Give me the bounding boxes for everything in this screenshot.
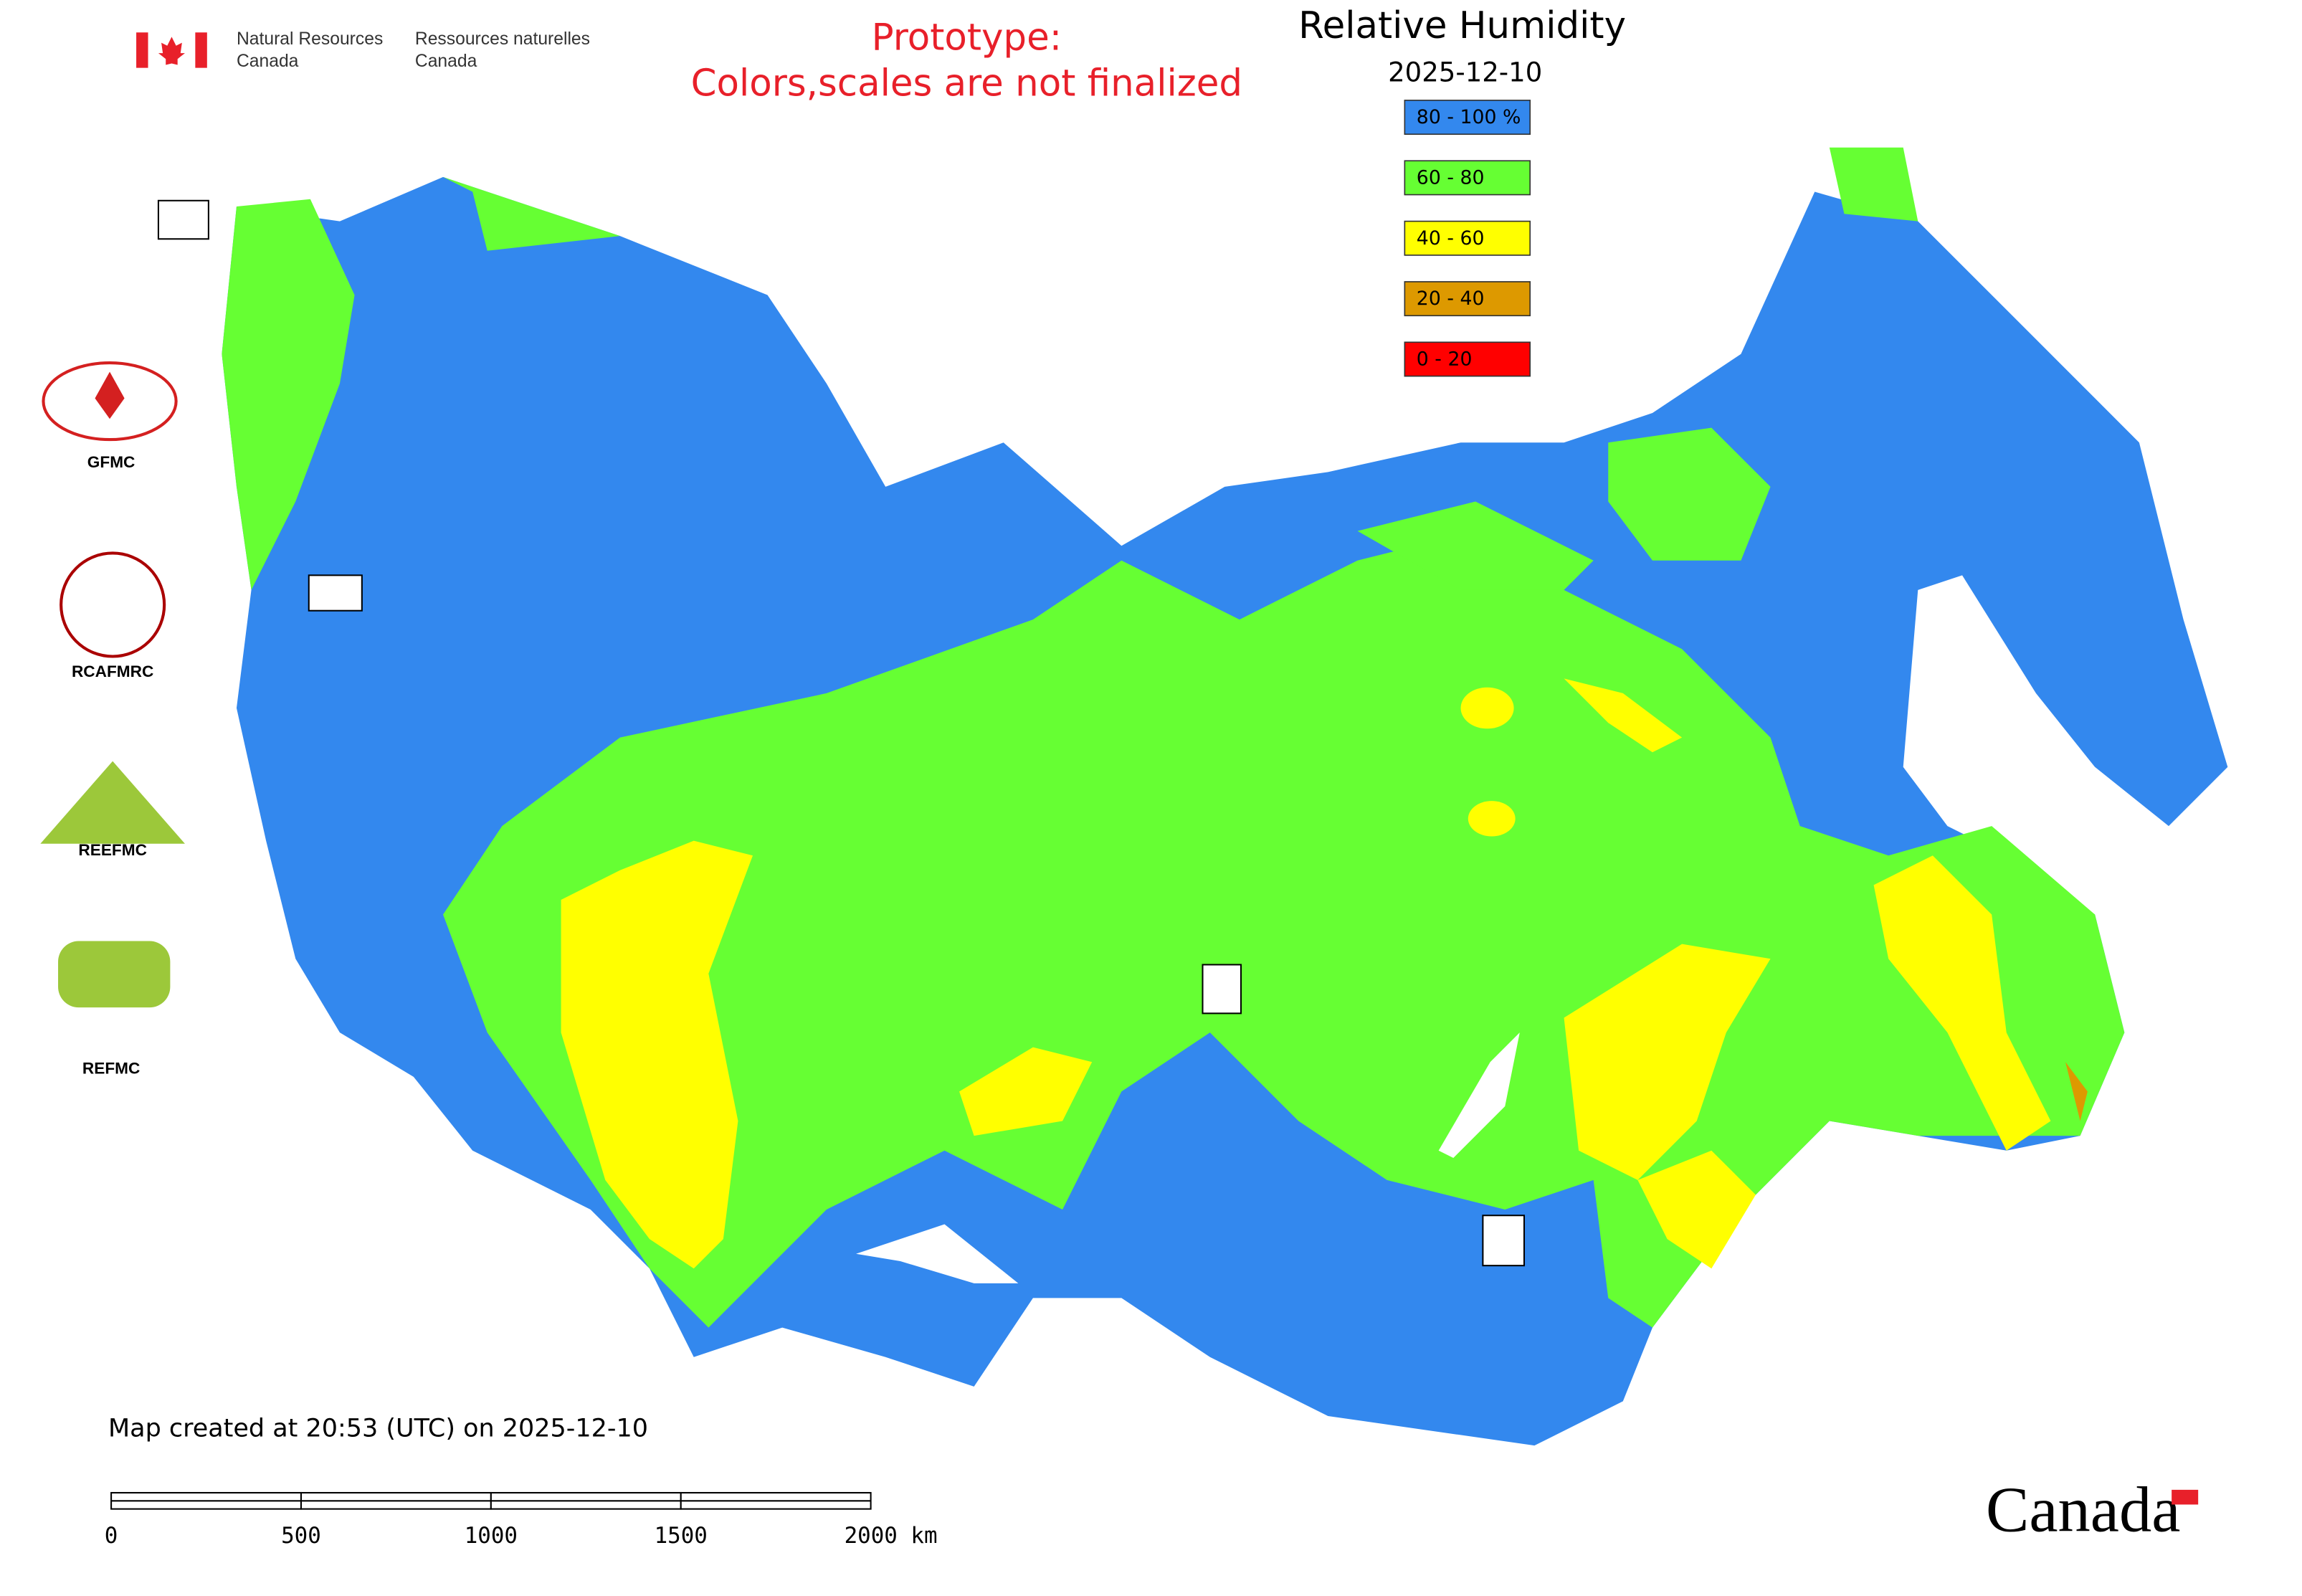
map [222,147,2228,1446]
logo-label: REFMC [82,1060,140,1078]
legend-swatch [1404,220,1531,256]
legend-swatch [1404,281,1531,317]
logo-label: REEFMC [78,841,147,859]
legend-label: 60 - 80 [1417,166,1485,189]
legend-label: 40 - 60 [1417,227,1485,250]
agency-fr: Canada [415,52,477,71]
map-title: Relative Humidity [1298,4,1626,47]
site-markers [157,199,1526,1267]
scale-label: 0 [105,1523,118,1549]
logos: GFMC RCAFMRC REEFMC REFMC [40,361,185,1078]
scale-label: 1500 [655,1523,708,1549]
legend: 80 - 100 % 60 - 80 40 - 60 20 - 40 0 - 20 [1404,100,1531,377]
legend-swatch [1404,160,1531,196]
canada-wordmark: Canada [1986,1473,2180,1546]
legend-label: 80 - 100 % [1417,106,1521,128]
wordmark-flag [2172,1489,2199,1505]
agency-fr: Ressources naturelles [415,29,590,49]
scale-bar: 0 500 1000 1500 2000 km [105,1491,938,1549]
legend-swatch [1404,341,1531,377]
notice: Prototype: [872,16,1062,60]
created-note: Map created at 20:53 (UTC) on 2025-12-10 [108,1415,648,1443]
map-date: 2025-12-10 [1388,57,1542,87]
logo-label: GFMC [87,453,135,471]
scale-label: 500 [281,1523,321,1549]
nrcan-header: Natural Resources Canada Ressources natu… [136,29,590,71]
scale-label: 1000 [465,1523,518,1549]
legend-label: 0 - 20 [1417,348,1473,370]
logo-label: RCAFMRC [72,662,153,680]
legend-swatch [1404,100,1531,136]
scale-label: 2000 km [845,1523,938,1549]
agency-en: Canada [237,52,299,71]
agency-en: Natural Resources [237,29,383,49]
notice: Colors,scales are not finalized [691,62,1242,105]
legend-label: 20 - 40 [1417,288,1485,310]
